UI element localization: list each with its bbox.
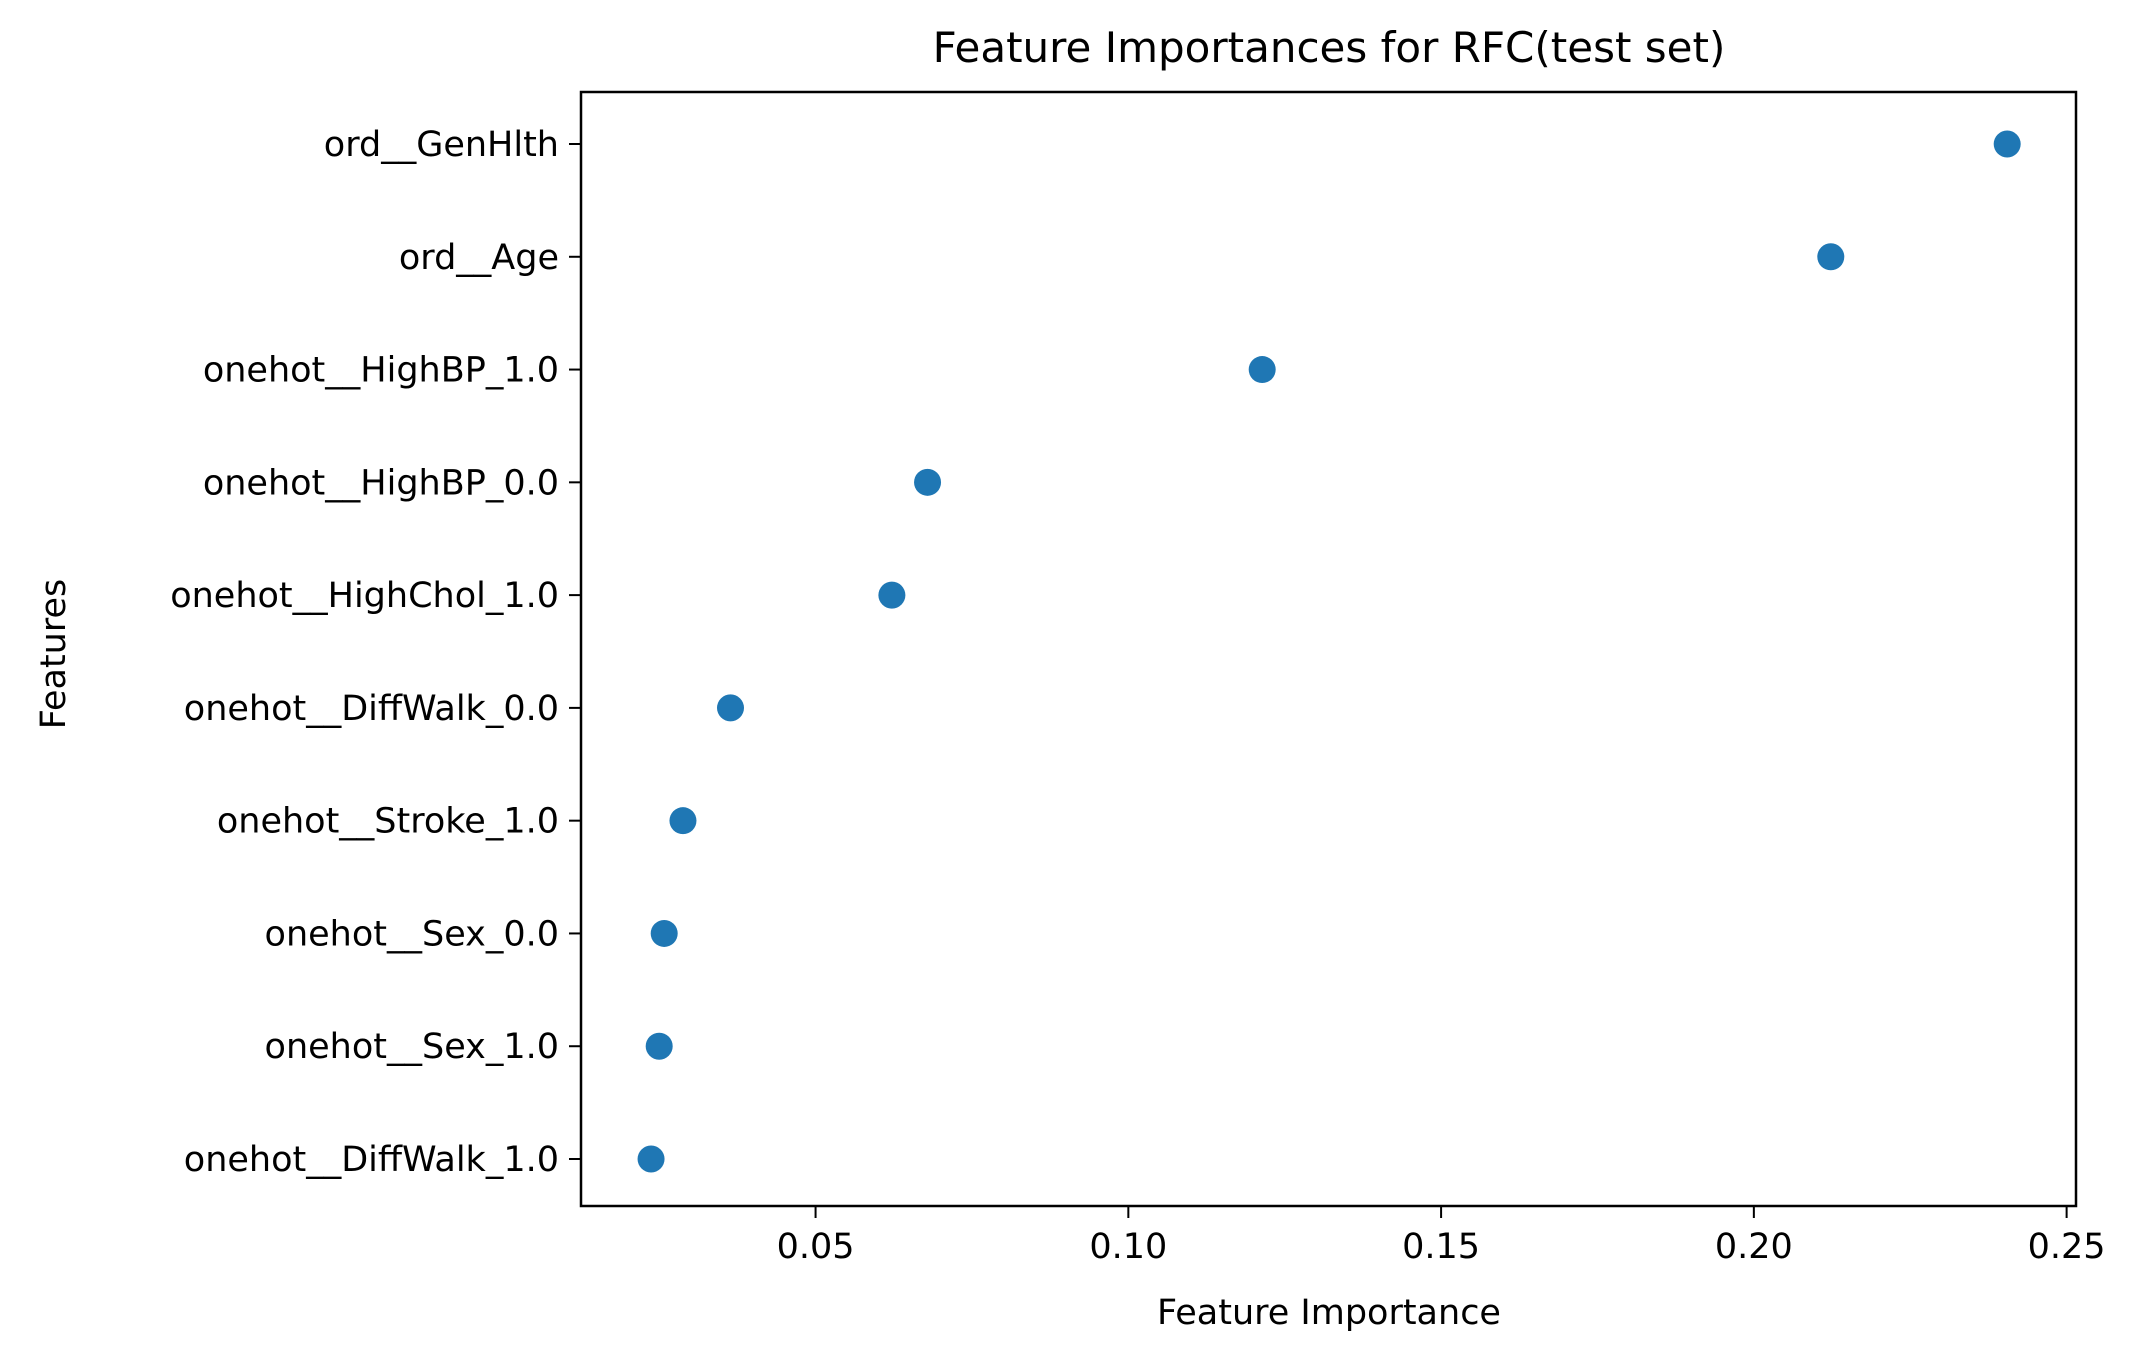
y-tick-label: onehot__DiffWalk_0.0: [184, 689, 559, 729]
data-point: [914, 468, 942, 496]
data-point: [645, 1032, 673, 1060]
data-point: [1248, 356, 1276, 384]
y-axis-label: Features: [34, 579, 74, 730]
data-point: [1993, 130, 2021, 158]
y-axis-ticks: ord__GenHlth ord__Age onehot__HighBP_1.0on…: [170, 125, 581, 1180]
y-tick-label: onehot__HighBP_0.0: [203, 463, 559, 503]
x-axis-ticks: 0.05 0.10 0.15 0.20 0.25: [777, 1206, 2106, 1267]
y-tick-label: onehot__Sex_0.0: [265, 914, 559, 954]
data-point: [878, 581, 906, 609]
data-point: [669, 807, 697, 835]
y-tick-label: ord__Age: [399, 238, 559, 278]
chart-title: Feature Importances for RFC(test set): [933, 23, 1726, 72]
data-point: [717, 694, 744, 722]
data-point: [637, 1145, 665, 1173]
y-tick-label: ord__GenHlth: [324, 125, 559, 165]
x-tick-label: 0.15: [1402, 1227, 1480, 1267]
x-tick-label: 0.25: [2028, 1227, 2106, 1267]
y-tick-label: onehot__DiffWalk_1.0: [184, 1140, 559, 1180]
y-tick-label: onehot__Sex_1.0: [265, 1027, 559, 1067]
data-point: [650, 919, 678, 947]
x-axis-label: Feature Importance: [1157, 1293, 1501, 1333]
y-tick-label: onehot__HighChol_1.0: [170, 576, 559, 616]
y-tick-label: onehot__HighBP_1.0: [203, 351, 559, 391]
data-points: [637, 130, 2021, 1173]
data-point: [1817, 243, 1845, 271]
x-tick-label: 0.05: [777, 1227, 855, 1267]
x-tick-label: 0.10: [1089, 1227, 1167, 1267]
y-tick-label: onehot__Stroke_1.0: [217, 802, 559, 842]
plot-area-frame: [579, 90, 2078, 1208]
x-tick-label: 0.20: [1715, 1227, 1793, 1267]
